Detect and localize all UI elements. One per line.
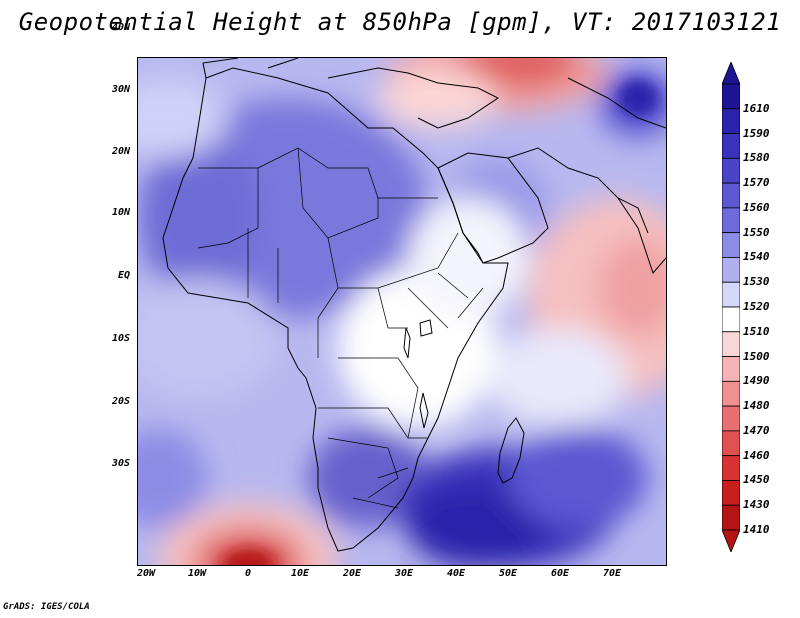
colorbar-label: 1580 — [743, 151, 770, 165]
colorbar-swatch — [722, 232, 740, 258]
colorbar-label: 1450 — [743, 473, 770, 487]
colorbar-label: 1610 — [743, 101, 770, 115]
colorbar-swatch — [722, 430, 740, 457]
colorbar-swatch — [722, 331, 740, 357]
lat-label-20s: 20S — [111, 396, 130, 407]
colorbar-bottom-arrow — [722, 529, 740, 552]
colorbar-swatch — [722, 281, 740, 308]
colorbar-label: 1560 — [743, 200, 770, 214]
colorbar-label: 1430 — [743, 498, 770, 512]
lon-label-40e: 40E — [446, 568, 466, 579]
colorbar-swatch — [722, 306, 740, 333]
colorbar-swatch — [722, 157, 740, 184]
colorbar — [722, 62, 740, 552]
colorbar-label: 1590 — [743, 126, 770, 140]
colorbar-label: 1470 — [743, 423, 770, 437]
lon-label-50e: 50E — [498, 568, 518, 579]
colorbar-swatch — [722, 455, 740, 481]
colorbar-swatch — [722, 182, 740, 209]
lon-label-0: 0 — [244, 568, 252, 579]
field-shading — [138, 58, 666, 565]
map-title: Geopotential Height at 850hPa [gpm], VT:… — [18, 8, 782, 36]
lon-label-10e: 10E — [290, 568, 310, 579]
colorbar-label: 1510 — [743, 324, 770, 338]
colorbar-label: 1570 — [743, 176, 770, 190]
colorbar-swatch — [722, 380, 740, 407]
lat-label-eq: EQ — [117, 270, 130, 281]
lon-label-70e: 70E — [602, 568, 622, 579]
colorbar-top-arrow — [722, 62, 740, 85]
lat-label-30s: 30S — [111, 458, 130, 469]
coastlines — [162, 58, 666, 552]
colorbar-label: 1550 — [743, 225, 770, 239]
colorbar-swatch — [722, 108, 740, 134]
lon-label-20e: 20E — [342, 568, 362, 579]
lat-label-10s: 10S — [111, 333, 130, 344]
colorbar-swatch — [722, 257, 740, 283]
colorbar-swatch — [722, 504, 740, 531]
colorbar-swatch — [722, 133, 740, 159]
colorbar-swatch — [722, 356, 740, 382]
colorbar-swatch — [722, 480, 740, 506]
map-panel — [137, 57, 667, 566]
colorbar-label: 1500 — [743, 349, 770, 363]
footer-credit: GrADS: IGES/COLA — [3, 602, 90, 612]
lat-label-20n: 20N — [111, 146, 130, 157]
colorbar-swatch — [722, 83, 740, 110]
lon-label-60e: 60E — [550, 568, 570, 579]
colorbar-label: 1410 — [743, 523, 770, 536]
lat-label-40n: 40N — [111, 22, 130, 33]
lat-label-10n: 10N — [111, 207, 130, 218]
lon-label-30e: 30E — [394, 568, 414, 579]
country-borders — [197, 147, 484, 509]
colorbar-label: 1460 — [743, 448, 770, 462]
height-field — [138, 58, 666, 565]
colorbar-swatch — [722, 405, 740, 432]
colorbar-label: 1490 — [743, 374, 770, 388]
colorbar-swatch — [722, 207, 740, 234]
lon-label-20w: 20W — [136, 568, 156, 579]
lat-label-30n: 30N — [111, 84, 130, 95]
colorbar-label: 1520 — [743, 300, 770, 313]
colorbar-label: 1540 — [743, 250, 770, 264]
colorbar-label: 1530 — [743, 275, 770, 289]
lon-label-10w: 10W — [187, 568, 207, 579]
fine-shading — [223, 80, 658, 565]
colorbar-label: 1480 — [743, 399, 770, 413]
